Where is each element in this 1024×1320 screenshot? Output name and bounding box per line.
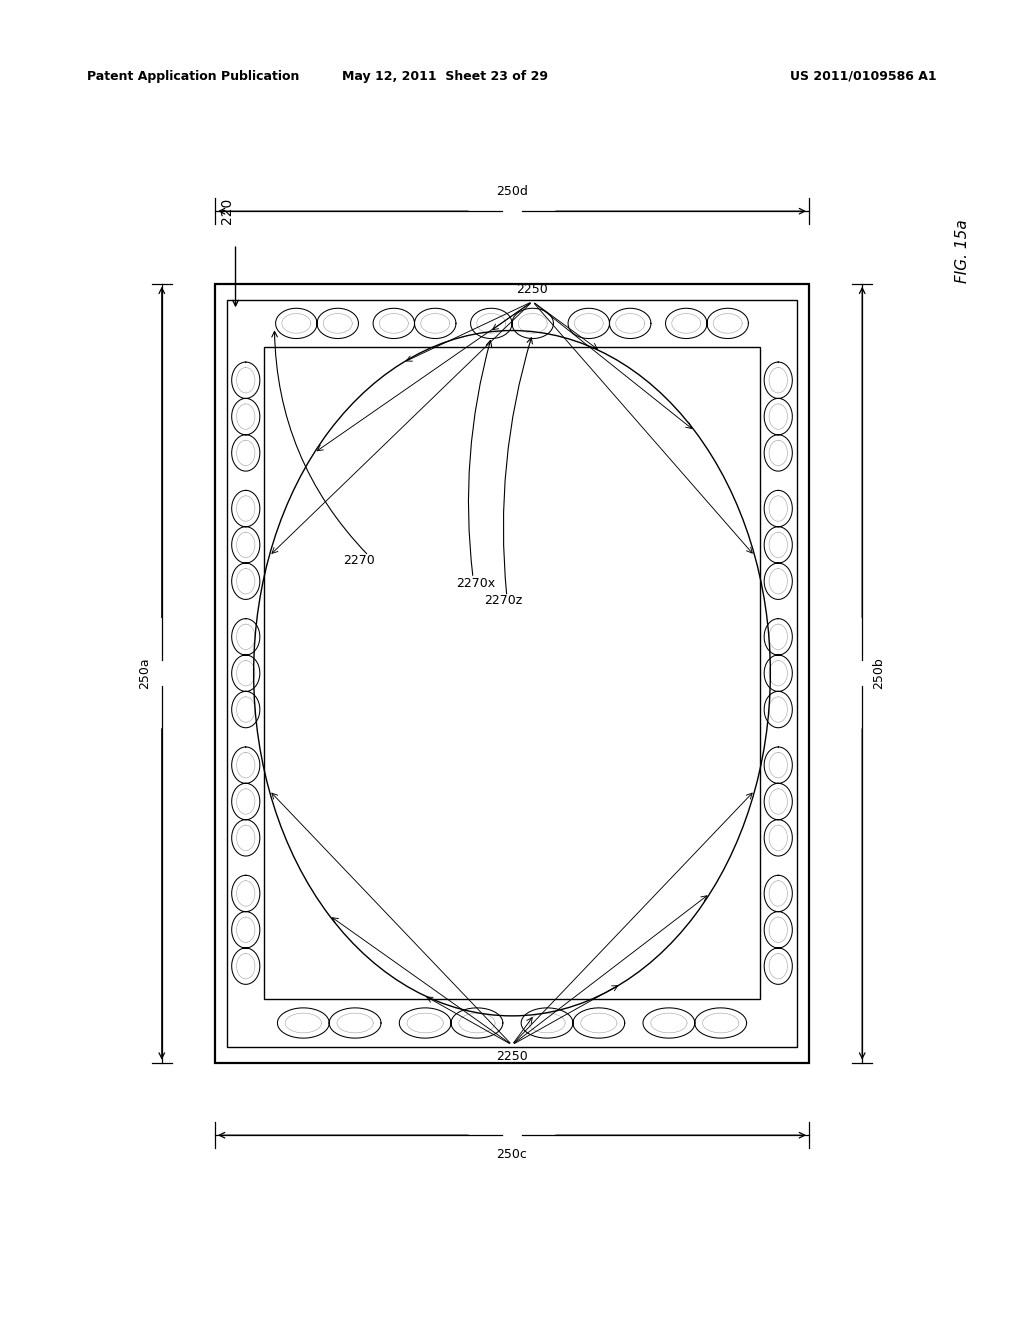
Text: 2250: 2250	[496, 1051, 528, 1063]
Text: 2270: 2270	[343, 554, 375, 568]
Text: US 2011/0109586 A1: US 2011/0109586 A1	[791, 70, 937, 83]
Bar	[215, 284, 809, 1063]
Bar	[227, 300, 797, 1047]
Bar	[264, 347, 760, 999]
Text: 220: 220	[220, 198, 234, 224]
Text: May 12, 2011  Sheet 23 of 29: May 12, 2011 Sheet 23 of 29	[342, 70, 549, 83]
Text: Patent Application Publication: Patent Application Publication	[87, 70, 299, 83]
Text: FIG. 15a: FIG. 15a	[955, 219, 970, 282]
Text: 250b: 250b	[872, 657, 886, 689]
Text: 2270z: 2270z	[484, 594, 522, 607]
Text: 250d: 250d	[496, 185, 528, 198]
Text: 250c: 250c	[497, 1148, 527, 1162]
Text: 250a: 250a	[138, 657, 152, 689]
Text: 2250: 2250	[516, 284, 549, 296]
Text: 2270x: 2270x	[456, 577, 495, 590]
